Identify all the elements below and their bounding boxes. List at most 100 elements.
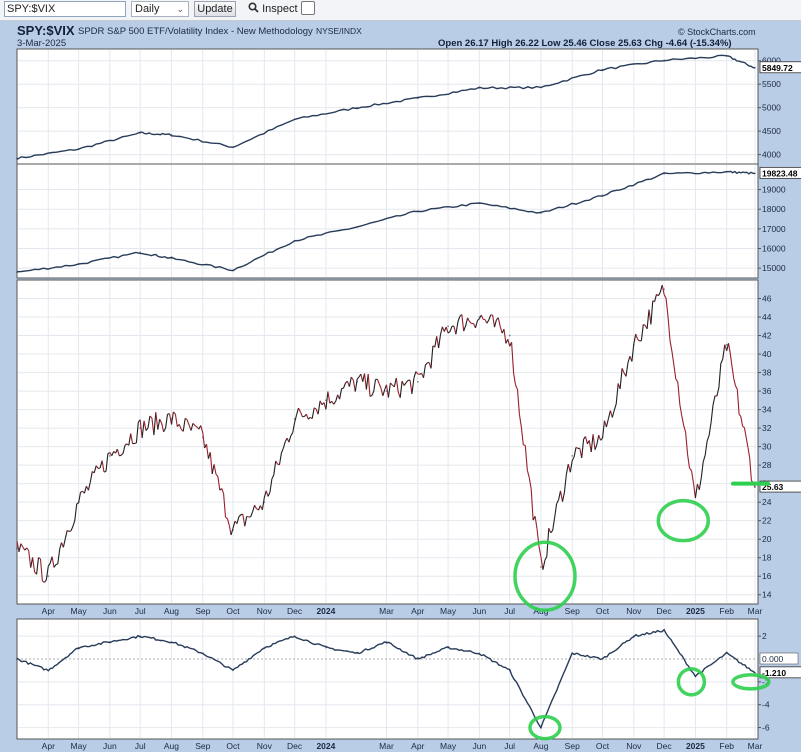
top-data-point bbox=[725, 55, 728, 57]
second-data-point bbox=[478, 202, 481, 205]
ratio-x-tick-label: Oct bbox=[596, 606, 610, 616]
ratio-segment bbox=[105, 453, 109, 472]
ratio-segment bbox=[184, 417, 188, 421]
ratio-segment bbox=[356, 376, 360, 380]
ratio-segment bbox=[427, 361, 430, 364]
ratio-segment bbox=[439, 326, 443, 335]
y-tick-label: 30 bbox=[762, 442, 772, 452]
top-last-value-box bbox=[759, 61, 801, 74]
ratio-segment bbox=[692, 483, 696, 499]
y-tick-label: 15000 bbox=[762, 263, 786, 273]
ratio-segment bbox=[461, 314, 465, 332]
annotation-circle-osc-mar bbox=[731, 673, 771, 691]
ratio-data-point bbox=[385, 390, 388, 392]
ratio-segment bbox=[228, 525, 232, 536]
ratio-data-point bbox=[601, 436, 604, 439]
ratio-segment bbox=[434, 336, 438, 348]
osc-x-tick-label: May bbox=[71, 741, 88, 751]
ratio-x-tick-label: Nov bbox=[626, 606, 642, 616]
ratio-segment bbox=[363, 373, 367, 390]
ratio-segment bbox=[542, 560, 546, 570]
ratio-segment bbox=[742, 425, 745, 429]
panel-oscillator bbox=[16, 618, 759, 740]
second-data-point bbox=[232, 269, 234, 271]
y-tick-label: 18 bbox=[762, 553, 772, 563]
brand-label: © StockCharts.com bbox=[678, 27, 756, 37]
osc-x-tick-label: Sep bbox=[195, 741, 210, 751]
ratio-data-point bbox=[754, 486, 756, 488]
ratio-segment bbox=[335, 394, 339, 402]
ratio-segment bbox=[246, 515, 249, 518]
ratio-data-point bbox=[416, 380, 419, 383]
ratio-segment bbox=[367, 374, 371, 397]
period-select[interactable]: Daily ⌄ bbox=[131, 1, 189, 17]
ratio-segment bbox=[244, 516, 248, 527]
ratio-segment bbox=[685, 432, 689, 455]
y-tick-label: 44 bbox=[762, 312, 772, 322]
ratio-segment bbox=[174, 414, 178, 427]
y-tick-label: 38 bbox=[762, 368, 772, 378]
top-data-point bbox=[293, 118, 296, 121]
ratio-segment bbox=[488, 314, 492, 321]
osc-x-tick-label: Jun bbox=[103, 741, 117, 751]
ratio-segment bbox=[673, 365, 677, 380]
y-tick-label: 22 bbox=[762, 516, 772, 526]
osc-x-tick-label: Mar bbox=[379, 741, 394, 751]
ratio-segment bbox=[565, 463, 569, 475]
oscillator-last-value-box bbox=[759, 666, 801, 679]
gridlines bbox=[17, 50, 758, 738]
ratio-segment bbox=[57, 549, 61, 564]
ratio-segment bbox=[528, 477, 532, 489]
ratio-segment bbox=[516, 389, 520, 415]
ratio-segment bbox=[352, 379, 356, 392]
ratio-segment bbox=[387, 382, 391, 398]
ratio-segment bbox=[405, 380, 409, 384]
ratio-segment bbox=[575, 446, 579, 449]
annotation-circle-osc-dec bbox=[676, 667, 707, 697]
ratio-segment bbox=[269, 478, 273, 493]
update-button[interactable]: Update bbox=[194, 1, 236, 17]
ratio-segment bbox=[257, 505, 261, 511]
ratio-segment bbox=[265, 490, 269, 497]
ratio-segment bbox=[213, 464, 217, 475]
y-tick-label: 40 bbox=[762, 349, 772, 359]
ratio-segment bbox=[325, 391, 329, 410]
ratio-segment bbox=[569, 460, 573, 473]
ratio-segment bbox=[120, 452, 124, 456]
ratio-x-tick-label: Sep bbox=[565, 606, 580, 616]
inspect-checkbox[interactable] bbox=[301, 1, 315, 15]
chart-description: SPDR S&P 500 ETF/Volatility Index - New … bbox=[78, 26, 313, 37]
ratio-segment bbox=[223, 493, 227, 518]
ratio-segment bbox=[563, 474, 567, 493]
osc-x-tick-label: Mar bbox=[748, 741, 763, 751]
ratio-segment bbox=[232, 520, 236, 529]
ratio-segment bbox=[317, 400, 321, 415]
ratio-segment bbox=[382, 389, 386, 396]
top-data-point bbox=[478, 87, 481, 89]
y-tick-label: 34 bbox=[762, 405, 772, 415]
ratio-segment bbox=[124, 443, 128, 446]
ratio-data-point bbox=[293, 418, 296, 420]
ratio-segment bbox=[615, 383, 619, 405]
ratio-segment bbox=[611, 409, 615, 418]
oscillator-data-point bbox=[77, 646, 80, 649]
inspect-toggle[interactable]: Inspect bbox=[248, 2, 298, 15]
ratio-segment bbox=[413, 371, 417, 379]
ratio-segment bbox=[76, 502, 79, 505]
oscillator-data-point bbox=[663, 629, 665, 632]
ratio-segment bbox=[313, 407, 317, 410]
ratio-segment bbox=[477, 318, 480, 321]
ratio-segment bbox=[87, 482, 91, 491]
ratio-segment bbox=[499, 326, 503, 334]
ratio-segment bbox=[147, 415, 151, 429]
ratio-segment bbox=[736, 389, 740, 415]
ratio-segment bbox=[530, 488, 534, 521]
symbol-input[interactable]: SPY:$VIX bbox=[4, 1, 126, 17]
second-data-point bbox=[725, 171, 728, 173]
ratio-segment bbox=[640, 324, 644, 341]
osc-x-tick-label: Apr bbox=[42, 741, 55, 751]
ratio-segment bbox=[172, 411, 176, 415]
ratio-segment bbox=[101, 460, 105, 473]
ratio-segment bbox=[581, 439, 585, 458]
